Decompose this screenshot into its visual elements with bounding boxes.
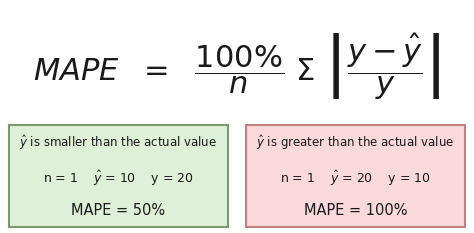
Text: MAPE = 50%: MAPE = 50%	[72, 203, 165, 218]
Bar	[9, 125, 228, 227]
Bar	[246, 125, 465, 227]
Text: MAPE = 100%: MAPE = 100%	[304, 203, 407, 218]
Text: $\hat{y}$ is greater than the actual value: $\hat{y}$ is greater than the actual val…	[256, 133, 455, 152]
Text: n = 1    $\hat{y}$ = 10    y = 20: n = 1 $\hat{y}$ = 10 y = 20	[43, 169, 194, 188]
Text: n = 1    $\hat{y}$ = 20    y = 10: n = 1 $\hat{y}$ = 20 y = 10	[280, 169, 431, 188]
Text: $\mathit{MAPE}\ \ =\ \ \dfrac{100\%}{n}\ \Sigma\ \left|\dfrac{y - \hat{y}}{y}\ri: $\mathit{MAPE}\ \ =\ \ \dfrac{100\%}{n}\…	[33, 31, 441, 102]
Text: $\hat{y}$ is smaller than the actual value: $\hat{y}$ is smaller than the actual val…	[19, 133, 218, 152]
